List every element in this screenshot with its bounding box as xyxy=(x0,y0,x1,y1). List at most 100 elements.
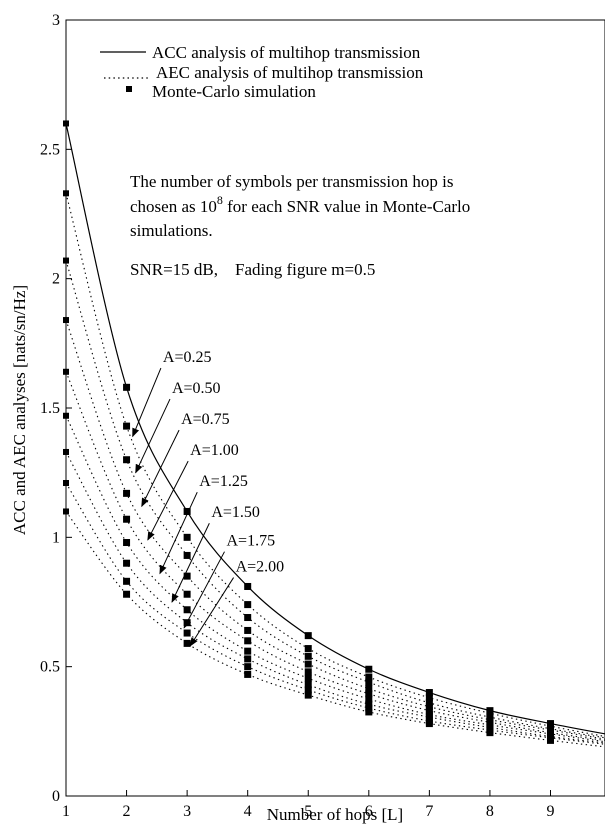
aec-curve xyxy=(65,415,605,743)
simulation-marker xyxy=(123,590,131,598)
note-line-1: The number of symbols per transmission h… xyxy=(130,172,453,191)
simulation-marker xyxy=(63,257,69,264)
simulation-marker xyxy=(123,539,131,547)
simulation-marker xyxy=(183,606,191,614)
legend-marker-swatch xyxy=(126,86,132,92)
x-tick-label: 1 xyxy=(62,803,70,820)
pointer-arrow xyxy=(141,429,180,508)
simulation-marker xyxy=(304,660,312,668)
simulation-marker xyxy=(123,515,131,523)
note-line-2-rest: for each SNR value in Monte-Carlo xyxy=(223,197,470,216)
simulation-marker xyxy=(304,681,312,689)
pointer-label: A=0.75 xyxy=(181,411,230,428)
simulation-marker xyxy=(425,720,433,728)
note-line-2-main: chosen as 10 xyxy=(130,197,217,216)
simulation-marker xyxy=(244,647,252,655)
aec-curve xyxy=(65,511,605,748)
simulation-marker xyxy=(183,533,191,541)
y-tick-label: 1 xyxy=(52,529,60,546)
x-tick-label: 7 xyxy=(425,803,433,820)
simulation-marker xyxy=(123,383,131,391)
simulation-marker xyxy=(425,694,433,702)
aec-curve xyxy=(65,451,605,744)
pointer-arrow xyxy=(147,460,189,541)
x-tick-label: 6 xyxy=(365,803,373,820)
aec-curve xyxy=(65,482,605,745)
y-tick-label: 2 xyxy=(52,271,60,288)
simulation-marker xyxy=(304,686,312,694)
legend-aec-label: AEC analysis of multihop transmission xyxy=(156,63,424,82)
simulation-marker xyxy=(365,673,373,681)
simulation-marker xyxy=(244,663,252,671)
pointer-arrow xyxy=(135,398,171,474)
legend-mc-label: Monte-Carlo simulation xyxy=(152,82,316,101)
x-axis-title: Number of hops [L] xyxy=(267,805,403,824)
simulation-marker xyxy=(244,601,252,609)
simulation-marker xyxy=(486,729,494,737)
simulation-marker xyxy=(304,645,312,653)
simulation-marker xyxy=(304,691,312,699)
simulation-marker xyxy=(123,489,131,497)
y-tick-label: 3 xyxy=(52,12,60,29)
simulation-marker xyxy=(123,577,131,585)
simulation-marker xyxy=(425,707,433,715)
pointer-label: A=1.75 xyxy=(226,533,275,550)
simulation-marker xyxy=(183,572,191,580)
simulation-marker xyxy=(425,703,433,711)
pointer-arrow xyxy=(183,551,225,629)
pointer-arrow xyxy=(189,577,234,647)
simulation-marker xyxy=(63,508,69,515)
axes: 1 2 3 4 5 6 7 8 9 0 0.5 1 1.5 2 2.5 3 xyxy=(40,12,554,820)
pointer-label: A=2.00 xyxy=(236,559,285,576)
legend: ACC analysis of multihop transmission AE… xyxy=(100,43,424,101)
simulation-marker xyxy=(244,614,252,622)
simulation-marker xyxy=(244,670,252,678)
simulation-marker xyxy=(304,652,312,660)
simulation-marker xyxy=(183,590,191,598)
simulation-marker xyxy=(546,736,554,744)
simulation-marker xyxy=(123,456,131,464)
aec-curve xyxy=(65,319,605,740)
series-lines xyxy=(65,123,605,748)
x-tick-label: 8 xyxy=(486,803,494,820)
simulation-marker xyxy=(304,674,312,682)
y-tick-label: 2.5 xyxy=(40,141,60,158)
x-tick-label: 2 xyxy=(123,803,131,820)
pointer-arrow xyxy=(159,491,198,575)
note-line-2-exponent: 8 xyxy=(217,193,223,207)
simulation-marker xyxy=(63,480,69,487)
simulation-marker xyxy=(244,582,252,590)
y-tick-label: 0 xyxy=(52,788,60,805)
simulation-marker xyxy=(425,713,433,721)
note-block: The number of symbols per transmission h… xyxy=(130,172,470,279)
simulation-marker xyxy=(365,695,373,703)
pointer-label: A=1.50 xyxy=(211,504,260,521)
x-tick-label: 5 xyxy=(304,803,312,820)
pointer-label: A=0.50 xyxy=(172,380,221,397)
simulation-marker xyxy=(425,699,433,707)
simulation-marker xyxy=(123,422,131,430)
simulation-marker xyxy=(183,629,191,637)
y-tick-label: 1.5 xyxy=(40,400,60,417)
simulation-marker xyxy=(365,708,373,716)
simulation-marker xyxy=(183,639,191,647)
aec-curve xyxy=(65,371,605,741)
simulation-marker xyxy=(486,709,494,717)
simulation-marker xyxy=(365,665,373,673)
pointer-label: A=1.25 xyxy=(199,473,248,490)
y-axis-title: ACC and AEC analyses [nats/sn/Hz] xyxy=(10,285,29,535)
simulation-marker xyxy=(123,559,131,567)
simulation-marker xyxy=(63,190,69,197)
snr-text: SNR=15 dB, Fading figure m=0.5 xyxy=(130,260,375,279)
legend-acc-label: ACC analysis of multihop transmission xyxy=(152,43,421,62)
x-tick-label: 9 xyxy=(546,803,554,820)
pointer-arrow xyxy=(171,523,210,603)
aec-curve xyxy=(65,260,605,739)
y-tick-label: 0.5 xyxy=(40,659,60,676)
simulation-marker xyxy=(365,678,373,686)
simulation-marker xyxy=(244,637,252,645)
simulation-marker xyxy=(63,412,69,419)
simulation-marker xyxy=(304,668,312,676)
note-line-2: chosen as 108 for each SNR value in Mont… xyxy=(130,193,470,216)
